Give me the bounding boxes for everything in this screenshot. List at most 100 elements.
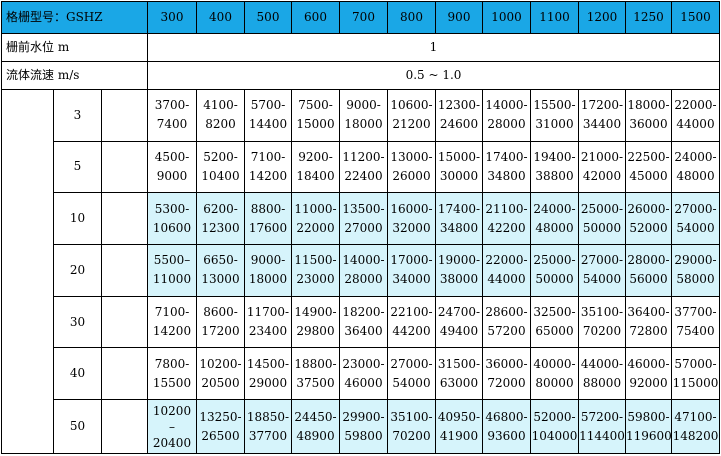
flow-range-cell: 24000- 48000	[671, 140, 720, 194]
cell-line: 3700-	[154, 98, 190, 113]
cell-line: 9000-	[346, 98, 381, 113]
cell-line: 24000-	[533, 201, 576, 216]
flow-range-cell: 8800- 17600	[244, 192, 292, 246]
cell-line: 28000	[487, 117, 526, 132]
cell-line: 12300	[201, 220, 240, 235]
cell-line: 48900	[296, 428, 335, 443]
flow-range-cell: 6650- 13000	[196, 244, 245, 297]
flow-range-cell: 28600- 57200	[482, 295, 531, 349]
cell-line: 4500-	[154, 149, 190, 164]
cell-line: 7400	[156, 117, 188, 132]
empty-cell	[101, 140, 148, 194]
flow-range-cell: 7800- 15500	[147, 347, 197, 401]
cell-line: 32500-	[533, 305, 576, 320]
flow-range-cell: 27000- 54000	[578, 244, 626, 297]
cell-line: 70200	[582, 324, 622, 339]
table-row: 40 7800- 15500 10200- 20500 14500- 29000 18800-…	[2, 347, 720, 401]
flow-range-cell: 19000- 38000	[435, 244, 483, 297]
cell-line: 30000	[439, 168, 479, 183]
cell-line: 29000	[248, 375, 288, 390]
flow-range-cell: 40000- 80000	[530, 347, 579, 401]
cell-line: 75400	[676, 324, 715, 339]
table-row: 10 5300- 10600 6200- 12300 8800- 17600 11000- 22…	[2, 192, 720, 246]
cell-line: 22400	[344, 168, 383, 183]
cell-line: 5200-	[203, 149, 238, 164]
cell-line: 52000-	[533, 409, 576, 424]
cell-line: 28600-	[485, 305, 528, 320]
cell-line: 50000	[535, 272, 574, 287]
cell-line: 13000-	[390, 149, 433, 164]
row-key-cell: 3	[53, 88, 102, 142]
row-key-cell: 5	[53, 140, 102, 194]
flow-range-cell: 17000- 34000	[387, 244, 436, 297]
cell-line: 57200-	[580, 409, 624, 424]
cell-line: 36000-	[485, 356, 528, 371]
flow-range-cell: 21100- 42200	[482, 192, 531, 246]
flow-range-cell: 11200- 22400	[339, 140, 388, 194]
cell-line: 22100-	[390, 305, 433, 320]
cell-line: 14000-	[485, 98, 528, 113]
cell-line: 44200	[392, 324, 431, 339]
cell-line: 36400-	[627, 305, 670, 320]
cell-line: 28000-	[627, 253, 670, 268]
cell-line: 8600-	[203, 305, 238, 320]
cell-line: 7100-	[250, 149, 286, 164]
flow-range-cell: 7100- 14200	[147, 295, 197, 349]
flow-range-cell: 17400- 34800	[482, 140, 531, 194]
cell-line: 38800	[535, 168, 574, 183]
flow-range-cell: 19400- 38800	[530, 140, 579, 194]
cell-line: 29800	[296, 324, 335, 339]
cell-line: 21000-	[580, 149, 624, 164]
cell-line: 18000-	[627, 98, 670, 113]
flow-range-cell: 10200- 20500	[196, 347, 245, 401]
flow-range-cell: 11500- 23000	[291, 244, 340, 297]
cell-line: 45000	[629, 168, 668, 183]
size-header-cell: 1250	[625, 0, 672, 35]
cell-line: 6200-	[203, 201, 238, 216]
cell-line: 21200	[392, 117, 431, 132]
cell-line: 88000	[582, 375, 622, 390]
flow-range-cell: 47100- 148200	[671, 399, 720, 454]
cell-line: 14200	[152, 324, 192, 339]
cell-line: 37500	[296, 375, 335, 390]
cell-line: 24700-	[437, 305, 481, 320]
cell-line: 11500-	[294, 253, 337, 268]
cell-line: 148200	[672, 428, 719, 443]
flow-range-cell: 29900- 59800	[339, 399, 388, 454]
cell-line: 22000-	[485, 253, 528, 268]
cell-line: 34400	[582, 117, 622, 132]
param-label: 流体流速 m/s	[1, 60, 148, 90]
flow-range-cell: 9000- 18000	[244, 244, 292, 297]
flow-range-cell: 8600- 17200	[196, 295, 245, 349]
flow-range-cell: 59800- 119600	[625, 399, 672, 454]
flow-range-cell: 17400- 34800	[435, 192, 483, 246]
empty-cell	[101, 295, 148, 349]
cell-line: 15000-	[437, 149, 481, 164]
cell-line: 21100-	[485, 201, 528, 216]
flow-range-cell: 5300- 10600	[147, 192, 197, 246]
param-value: 1	[147, 33, 720, 62]
cell-line: 7800-	[154, 356, 190, 371]
cell-line: 27000-	[674, 201, 717, 216]
cell-line: 57000-	[674, 356, 717, 371]
cell-line: 16000-	[390, 201, 433, 216]
model-label: 格栅型号：GSHZ	[1, 0, 148, 35]
cell-line: 22500-	[627, 149, 670, 164]
cell-line: 44000	[676, 117, 715, 132]
flow-range-cell: 18800- 37500	[291, 347, 340, 401]
cell-line: 8800-	[250, 201, 286, 216]
table-row: 3 3700- 7400 4100- 8200 5700- 14400 7500- 15000 9…	[1, 88, 720, 455]
cell-line: 14500-	[246, 356, 290, 371]
flow-range-cell: 14900- 29800	[291, 295, 340, 349]
flow-range-cell: 57200- 114400	[578, 399, 626, 454]
cell-line: 9000	[156, 168, 188, 183]
flow-range-cell: 15500- 31000	[530, 88, 579, 142]
cell-line: 38000	[439, 272, 479, 287]
cell-line: 18000	[248, 272, 288, 287]
cell-line: 42200	[487, 220, 526, 235]
cell-line: 13250-	[199, 409, 242, 424]
cell-line: 115000	[672, 375, 719, 390]
cell-line: 11000	[152, 272, 192, 287]
